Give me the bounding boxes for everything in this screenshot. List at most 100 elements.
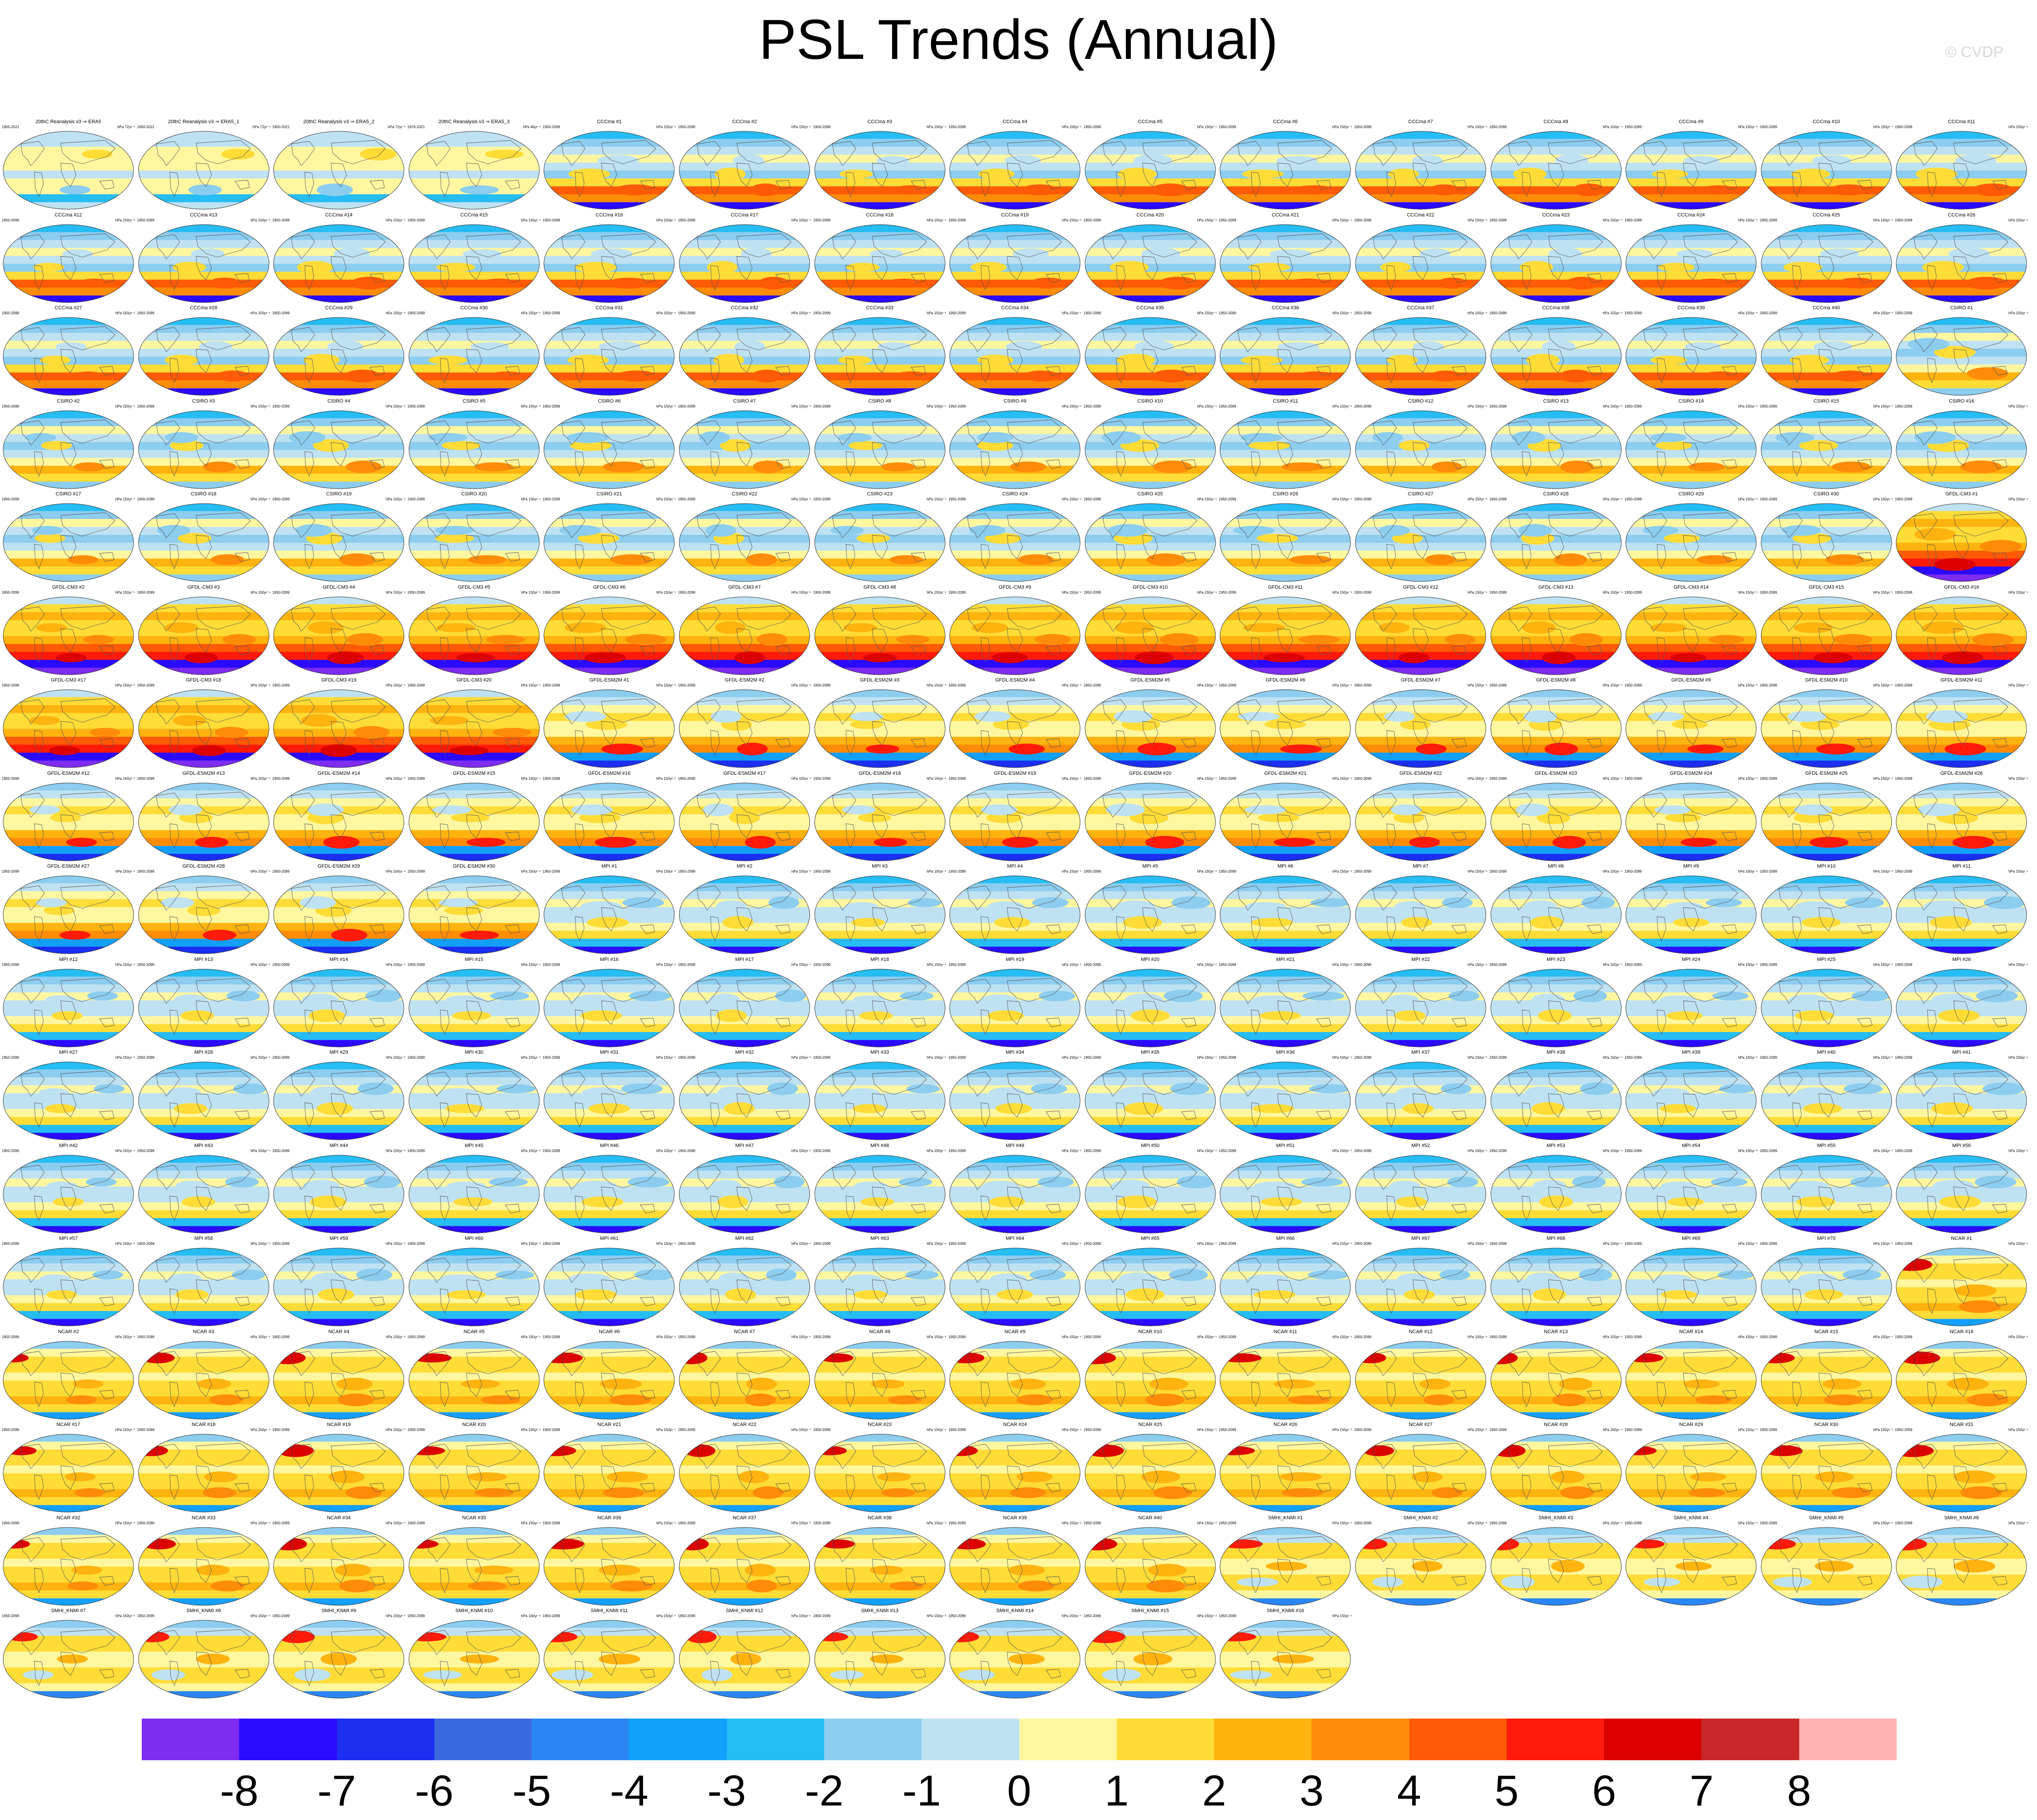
trend-map xyxy=(1220,410,1351,489)
trend-band xyxy=(1896,1248,2027,1256)
trend-band xyxy=(544,449,675,458)
coastline xyxy=(60,442,77,466)
coastline xyxy=(872,628,888,653)
trend-band xyxy=(1896,364,2027,373)
coastline xyxy=(697,327,721,352)
trend-anomaly xyxy=(706,260,738,274)
trend-map xyxy=(814,969,946,1047)
map-border xyxy=(1085,596,1216,675)
trend-band xyxy=(3,542,134,551)
trend-band xyxy=(679,473,810,481)
trend-anomaly xyxy=(595,836,637,848)
coastline xyxy=(1913,885,1938,911)
map-panel: GFDL-ESM2M #22 1950-2099 hPa 150yr⁻¹ xyxy=(1353,770,1488,863)
trend-band xyxy=(1626,829,1757,838)
coastline xyxy=(331,814,347,839)
coastline xyxy=(1412,535,1429,559)
trend-anomaly xyxy=(52,1011,83,1020)
trend-band xyxy=(814,279,945,288)
trend-band xyxy=(950,999,1081,1008)
coastline xyxy=(980,1102,990,1128)
trend-band xyxy=(1626,1132,1757,1140)
trend-anomaly xyxy=(843,623,877,632)
trend-band xyxy=(1085,969,1215,976)
trend-anomaly xyxy=(1413,341,1444,352)
trend-anomaly xyxy=(496,1084,536,1094)
coastline xyxy=(1792,1288,1802,1314)
coastline xyxy=(466,256,482,280)
map-border xyxy=(3,1341,134,1419)
coastline xyxy=(1683,163,1699,187)
coastline xyxy=(1683,1071,1738,1095)
trend-band xyxy=(138,519,269,527)
trend-band xyxy=(1490,410,1621,418)
coastline xyxy=(1386,1381,1396,1407)
trend-band xyxy=(274,1170,404,1178)
coastline xyxy=(196,349,212,373)
trend-anomaly xyxy=(168,804,202,815)
trend-map xyxy=(1490,1155,1622,1233)
trend-anomaly xyxy=(1942,651,1984,664)
trend-band xyxy=(1085,946,1215,954)
panel-units: hPa 150yr⁻¹ xyxy=(1062,125,1082,129)
trend-band xyxy=(950,876,1081,884)
trend-band xyxy=(950,1225,1081,1233)
coastline xyxy=(1857,738,1873,748)
trend-anomaly xyxy=(83,634,114,644)
map-panel: GFDL-CM3 #16 1950-2099 hPa 150yr⁻¹ xyxy=(1894,584,2029,677)
trend-anomaly xyxy=(881,462,915,471)
trend-map xyxy=(1085,503,1216,582)
trend-map xyxy=(1896,875,2027,954)
coastline xyxy=(601,1093,617,1118)
trend-band xyxy=(3,845,134,854)
trend-map xyxy=(814,783,946,861)
map-panel: MPI #28 1950-2099 hPa 150yr⁻¹ xyxy=(136,1049,271,1142)
map-panel: MPI #7 1950-2099 hPa 150yr⁻¹ xyxy=(1353,863,1488,956)
coastline xyxy=(1657,1381,1667,1407)
panel-title: MPI #30 xyxy=(465,1050,484,1055)
coastline xyxy=(601,1373,617,1397)
map-panel: CCCma #30 1950-2099 hPa 150yr⁻¹ xyxy=(407,305,542,397)
coastline xyxy=(1683,792,1738,816)
coastline xyxy=(1522,916,1532,942)
trend-anomaly xyxy=(1518,524,1552,537)
coastline xyxy=(1412,721,1429,745)
trend-band xyxy=(408,194,539,202)
trend-anomaly xyxy=(1654,805,1691,814)
map-panel: MPI #45 1950-2099 hPa 150yr⁻¹ xyxy=(407,1143,542,1235)
panel-years: 1950-2099 xyxy=(1759,1242,1778,1246)
map-panel: CCCma #26 1950-2099 hPa 150yr⁻¹ xyxy=(1894,212,2029,304)
trend-anomaly xyxy=(725,1288,756,1301)
trend-band xyxy=(1626,1403,1757,1412)
map-panel: GFDL-ESM2M #27 1950-2099 hPa 150yr⁻¹ xyxy=(1,863,136,956)
trend-band xyxy=(408,611,539,620)
trend-band xyxy=(3,752,134,761)
trend-band xyxy=(138,1302,269,1311)
trend-band xyxy=(3,1412,134,1419)
map-panel: MPI #33 1950-2099 hPa 150yr⁻¹ xyxy=(812,1049,947,1142)
coastline xyxy=(1277,1279,1293,1304)
panel-units: hPa 150yr⁻¹ xyxy=(1603,311,1623,315)
coastline xyxy=(1792,637,1802,663)
coastline xyxy=(601,163,617,187)
panel-units: hPa 150yr⁻¹ xyxy=(521,218,541,222)
coastline xyxy=(980,358,990,384)
trend-band xyxy=(138,999,269,1008)
coastline xyxy=(1142,1000,1158,1025)
trend-band xyxy=(814,504,945,511)
trend-anomaly xyxy=(1241,432,1283,442)
coastline xyxy=(1237,699,1262,725)
trend-band xyxy=(950,410,1081,418)
coastline xyxy=(1316,366,1331,376)
trend-band xyxy=(544,380,675,389)
trend-band xyxy=(3,635,134,644)
coastline xyxy=(1722,1390,1737,1400)
trend-band xyxy=(1085,1170,1215,1178)
trend-band xyxy=(3,465,134,474)
trend-anomaly xyxy=(445,995,485,1004)
coastline xyxy=(60,1164,115,1188)
coastline xyxy=(872,349,888,373)
trend-band xyxy=(1896,224,2027,232)
coastline xyxy=(601,1279,617,1304)
trend-band xyxy=(274,178,404,187)
